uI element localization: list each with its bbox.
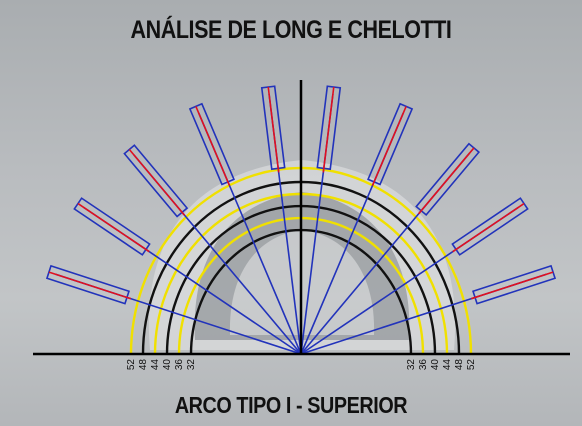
tooth-axis <box>470 264 557 305</box>
tooth-center-line <box>195 106 231 186</box>
tooth-center-line <box>128 148 186 216</box>
tooth-axes <box>45 85 557 305</box>
tooth-axis <box>415 142 481 217</box>
left-scale-label: 40 <box>162 359 173 371</box>
tooth-axis <box>367 102 414 186</box>
diagram-title: ANÁLISE DE LONG E CHELOTTI <box>130 16 452 44</box>
tooth-center-line <box>77 202 150 253</box>
tooth-axis <box>316 85 342 173</box>
right-scale-label: 44 <box>442 359 453 371</box>
tooth-center-line <box>322 86 335 173</box>
tooth-center-line <box>267 86 280 173</box>
tooth-axis <box>45 264 132 305</box>
diagram-subtitle: ARCO TIPO I - SUPERIOR <box>174 392 408 418</box>
tooth-axis <box>260 85 286 173</box>
left-scale-label: 44 <box>150 359 161 371</box>
left-scale-label: 32 <box>186 359 197 371</box>
right-scale-label: 36 <box>418 359 429 371</box>
tooth-center-line <box>470 271 554 300</box>
right-scale-label: 40 <box>430 359 441 371</box>
left-scale-label: 36 <box>174 359 185 371</box>
right-scale-label: 32 <box>406 359 417 371</box>
tooth-center-line <box>371 106 407 186</box>
tooth-center-line <box>48 271 132 300</box>
tooth-axis <box>123 144 189 218</box>
tooth-center-line <box>452 202 525 253</box>
right-scale-label: 52 <box>466 359 477 371</box>
tooth-axis <box>188 102 235 186</box>
tooth-center-line <box>418 147 475 215</box>
scale-labels: 52 48 44 40 36 32 32 36 40 44 48 52 <box>126 359 477 371</box>
tooth-axis <box>73 197 151 256</box>
left-scale-label: 52 <box>126 359 137 371</box>
tooth-axis <box>451 197 529 256</box>
right-scale-label: 48 <box>454 359 465 371</box>
left-scale-label: 48 <box>138 359 149 371</box>
